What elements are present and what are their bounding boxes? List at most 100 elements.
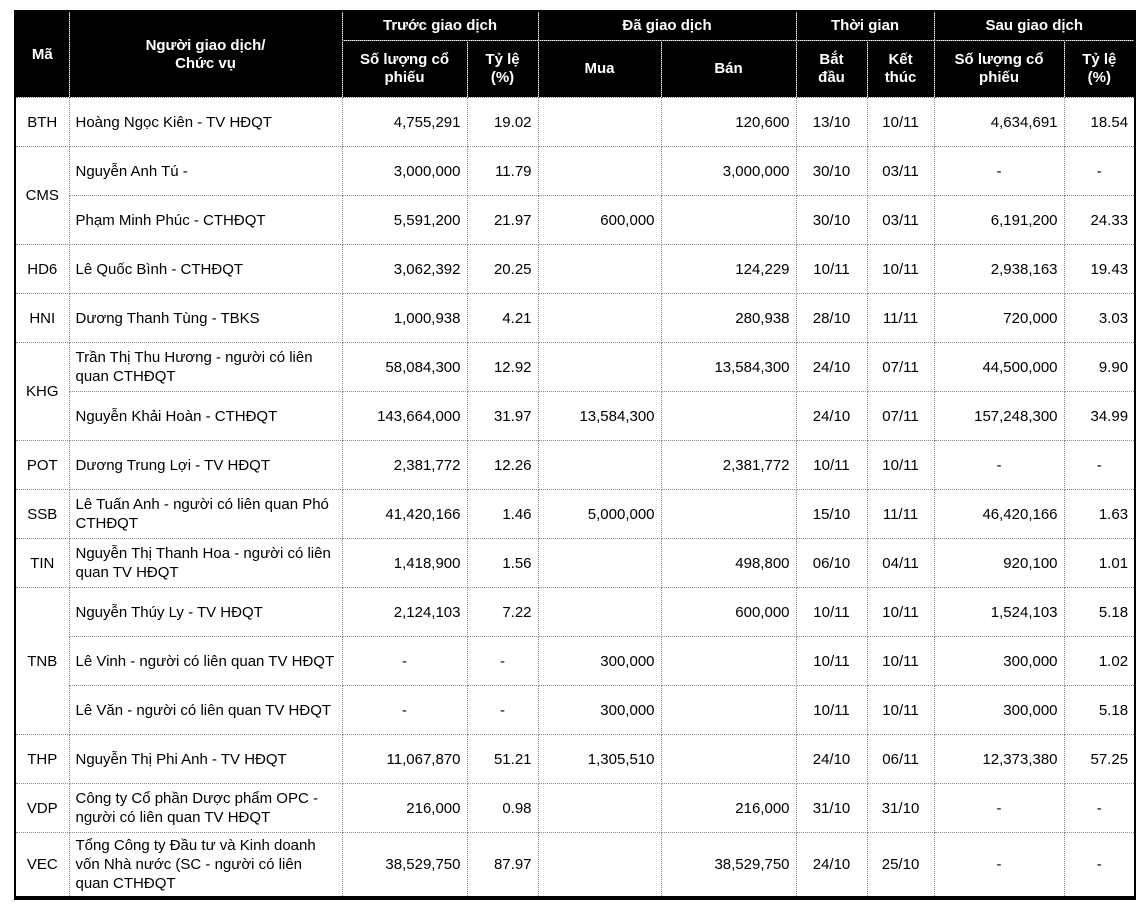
cell-sell-qty (660, 636, 797, 686)
cell-after-pct: - (1063, 783, 1136, 833)
cell-ticker-code: HD6 (14, 244, 70, 294)
cell-start-date: 24/10 (795, 342, 868, 392)
cell-after-pct: 34.99 (1063, 391, 1136, 441)
cell-trader-name: Phạm Minh Phúc - CTHĐQT (68, 195, 343, 245)
table-row: BTH Hoàng Ngọc Kiên - TV HĐQT 4,755,291 19.… (14, 97, 1136, 147)
cell-ticker-code: VEC (14, 832, 70, 899)
cell-ticker-code: TNB (14, 587, 70, 735)
cell-sell-qty: 498,800 (660, 538, 797, 588)
cell-before-pct: 21.97 (466, 195, 539, 245)
col-header-end: Kết thúc (866, 40, 935, 98)
cell-before-qty: 216,000 (341, 783, 468, 833)
cell-end-date: 07/11 (866, 391, 935, 441)
cell-before-pct: 7.22 (466, 587, 539, 637)
cell-before-pct: 31.97 (466, 391, 539, 441)
cell-ticker-code: THP (14, 734, 70, 784)
cell-buy-qty: 600,000 (537, 195, 662, 245)
table-row: CMS Nguyễn Anh Tú -3,000,000 11.79 3,000,00… (14, 146, 1136, 245)
cell-sell-qty: 600,000 (660, 587, 797, 637)
cell-ticker-code: TIN (14, 538, 70, 588)
cell-after-pct: 9.90 (1063, 342, 1136, 392)
cell-start-date: 10/11 (795, 636, 868, 686)
col-header-after-pct: Tỷ lệ (%) (1063, 40, 1136, 98)
cell-buy-qty: 13,584,300 (537, 391, 662, 441)
table-row: TIN Nguyễn Thị Thanh Hoa - người có liên … (14, 538, 1136, 588)
cell-ticker-code: SSB (14, 489, 70, 539)
cell-trader-name: Nguyễn Khải Hoàn - CTHĐQT (68, 391, 343, 441)
cell-buy-qty (537, 440, 662, 490)
cell-after-qty: - (933, 146, 1065, 196)
cell-after-qty: 2,938,163 (933, 244, 1065, 294)
cell-after-qty: 12,373,380 (933, 734, 1065, 784)
cell-buy-qty (537, 293, 662, 343)
cell-before-qty: 4,755,291 (341, 97, 468, 147)
cell-before-qty: 11,067,870 (341, 734, 468, 784)
cell-sell-qty: 38,529,750 (660, 832, 797, 899)
cell-after-qty: - (933, 783, 1065, 833)
cell-before-pct: - (466, 636, 539, 686)
cell-start-date: 10/11 (795, 587, 868, 637)
cell-after-qty: - (933, 832, 1065, 899)
cell-before-pct: 19.02 (466, 97, 539, 147)
col-group-time: Thời gian (795, 10, 935, 41)
table-row: THP Nguyễn Thị Phi Anh - TV HĐQT 11,067,87… (14, 734, 1136, 784)
cell-after-qty: - (933, 440, 1065, 490)
cell-end-date: 03/11 (866, 146, 935, 196)
cell-after-qty: 6,191,200 (933, 195, 1065, 245)
col-group-before: Trước giao dịch (341, 10, 539, 41)
cell-trader-name: Lê Văn - người có liên quan TV HĐQT (68, 685, 343, 735)
cell-buy-qty: 1,305,510 (537, 734, 662, 784)
cell-before-pct: 87.97 (466, 832, 539, 899)
cell-start-date: 15/10 (795, 489, 868, 539)
cell-sell-qty (660, 685, 797, 735)
cell-after-qty: 920,100 (933, 538, 1065, 588)
table-row: HNI Dương Thanh Tùng - TBKS 1,000,938 4.21 2… (14, 293, 1136, 343)
cell-sell-qty: 124,229 (660, 244, 797, 294)
cell-trader-name: Tổng Công ty Đầu tư và Kinh doanh vốn Nh… (68, 832, 343, 899)
col-header-after-qty: Số lượng cổ phiếu (933, 40, 1065, 98)
table-row: TNB Nguyễn Thúy Ly - TV HĐQT 2,124,103 7.22… (14, 587, 1136, 735)
cell-after-pct: 1.63 (1063, 489, 1136, 539)
cell-trader-name: Dương Trung Lợi - TV HĐQT (68, 440, 343, 490)
cell-start-date: 31/10 (795, 783, 868, 833)
cell-start-date: 28/10 (795, 293, 868, 343)
cell-end-date: 11/11 (866, 489, 935, 539)
table-row: Nguyễn Khải Hoàn - CTHĐQT 143,664,000 31.9… (15, 391, 1136, 441)
cell-after-pct: 57.25 (1063, 734, 1136, 784)
cell-buy-qty (537, 146, 662, 196)
cell-sell-qty (660, 195, 797, 245)
table-row: VDP Công ty Cổ phần Dược phẩm OPC - người… (14, 783, 1136, 833)
table-row: SSB Lê Tuấn Anh - người có liên quan Phó … (14, 489, 1136, 539)
cell-before-pct: - (466, 685, 539, 735)
cell-before-qty: - (341, 636, 468, 686)
cell-sell-qty (660, 489, 797, 539)
cell-sell-qty: 216,000 (660, 783, 797, 833)
cell-before-pct: 20.25 (466, 244, 539, 294)
cell-after-qty: 300,000 (933, 636, 1065, 686)
cell-end-date: 10/11 (866, 587, 935, 637)
cell-end-date: 25/10 (866, 832, 935, 899)
header-group-row: Mã Người giao dịch/ Chức vụ Trước giao d… (14, 10, 1136, 98)
cell-sell-qty: 13,584,300 (660, 342, 797, 392)
table-header: Mã Người giao dịch/ Chức vụ Trước giao d… (14, 10, 1136, 98)
cell-buy-qty (537, 97, 662, 147)
cell-after-pct: 19.43 (1063, 244, 1136, 294)
cell-after-pct: 3.03 (1063, 293, 1136, 343)
cell-before-qty: 3,062,392 (341, 244, 468, 294)
cell-after-pct: - (1063, 440, 1136, 490)
cell-before-qty: 3,000,000 (341, 146, 468, 196)
cell-ticker-code: HNI (14, 293, 70, 343)
cell-before-pct: 0.98 (466, 783, 539, 833)
cell-start-date: 13/10 (795, 97, 868, 147)
cell-before-pct: 11.79 (466, 146, 539, 196)
cell-after-pct: 5.18 (1063, 685, 1136, 735)
cell-before-qty: 2,381,772 (341, 440, 468, 490)
cell-before-qty: 41,420,166 (341, 489, 468, 539)
cell-ticker-code: BTH (14, 97, 70, 147)
cell-ticker-code: POT (14, 440, 70, 490)
table-row: VEC Tổng Công ty Đầu tư và Kinh doanh vốn… (14, 832, 1136, 899)
cell-before-pct: 1.56 (466, 538, 539, 588)
table-row: KHG Trần Thị Thu Hương - người có liên qu… (14, 342, 1136, 441)
cell-buy-qty: 300,000 (537, 636, 662, 686)
